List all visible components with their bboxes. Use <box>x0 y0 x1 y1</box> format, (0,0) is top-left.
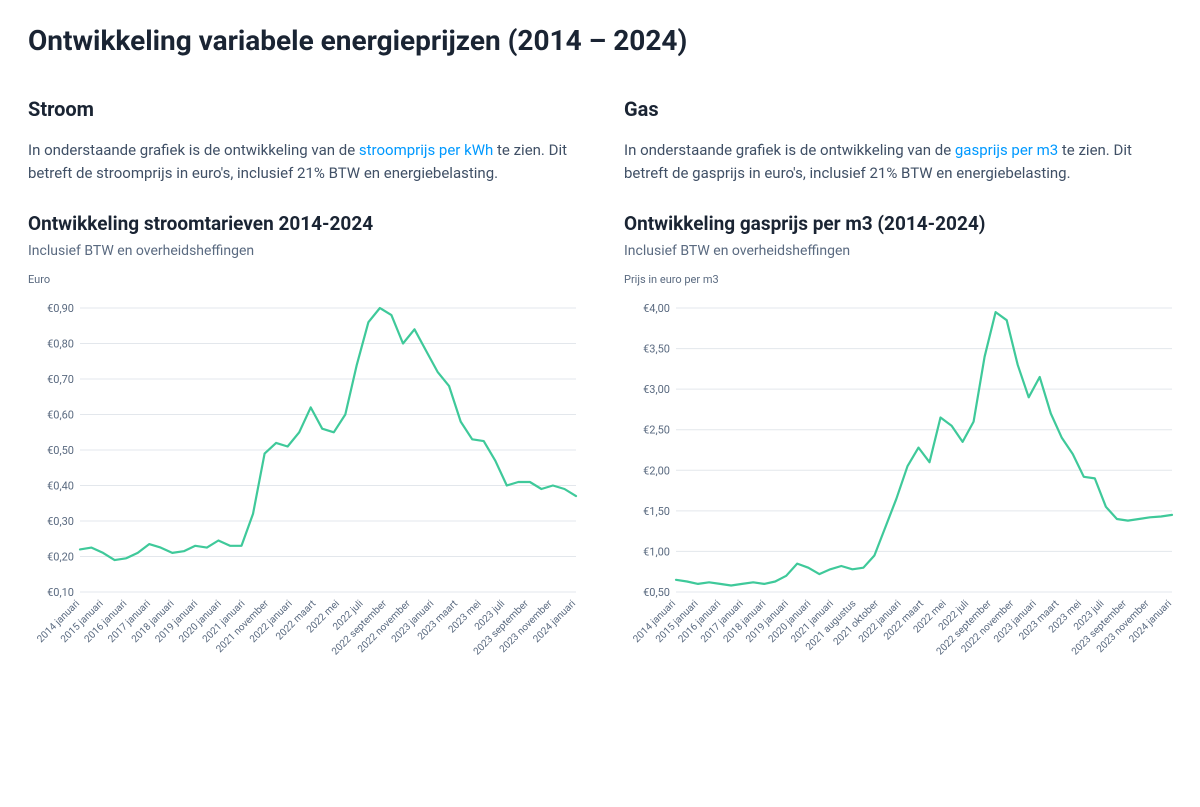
stroom-section-title: Stroom <box>28 97 576 121</box>
svg-text:€0,60: €0,60 <box>47 409 74 422</box>
stroom-chart-subtitle: Inclusief BTW en overheidsheffingen <box>28 243 576 259</box>
svg-text:€3,00: €3,00 <box>643 383 670 396</box>
svg-text:€3,50: €3,50 <box>643 343 670 356</box>
svg-text:€2,00: €2,00 <box>643 464 670 477</box>
stroom-lead: In onderstaande grafiek is de ontwikkeli… <box>28 139 576 184</box>
stroom-axis-caption: Euro <box>28 273 576 286</box>
stroom-chart-title: Ontwikkeling stroomtarieven 2014-2024 <box>28 212 576 235</box>
svg-text:€0,50: €0,50 <box>643 586 670 599</box>
svg-text:€1,50: €1,50 <box>643 505 670 518</box>
page-title: Ontwikkeling variabele energieprijzen (2… <box>28 24 1172 57</box>
svg-text:€0,40: €0,40 <box>47 480 74 493</box>
gas-chart-wrap: €0,50 €1,00 €1,50 €2,00 €2,50 €3,00 €3,50 €4,00… <box>624 292 1172 712</box>
gas-section-title: Gas <box>624 97 1172 121</box>
svg-text:€4,00: €4,00 <box>643 302 670 315</box>
stroom-chart: €0,10 €0,20 €0,30 €0,40 €0,50 €0,60 €0,70 €0,80… <box>28 292 588 712</box>
svg-text:€0,50: €0,50 <box>47 444 74 457</box>
gas-chart-title: Ontwikkeling gasprijs per m3 (2014-2024) <box>624 212 1172 235</box>
gas-lead-pre: In onderstaande grafiek is de ontwikkeli… <box>624 141 955 159</box>
gas-chart-subtitle: Inclusief BTW en overheidsheffingen <box>624 243 1172 259</box>
svg-text:€0,80: €0,80 <box>47 338 74 351</box>
stroom-lead-pre: In onderstaande grafiek is de ontwikkeli… <box>28 141 359 159</box>
svg-text:€0,90: €0,90 <box>47 302 74 315</box>
svg-text:€1,00: €1,00 <box>643 545 670 558</box>
stroom-panel: Stroom In onderstaande grafiek is de ont… <box>28 97 576 712</box>
svg-text:€0,10: €0,10 <box>47 586 74 599</box>
gas-panel: Gas In onderstaande grafiek is de ontwik… <box>624 97 1172 712</box>
svg-text:€0,70: €0,70 <box>47 373 74 386</box>
panels-row: Stroom In onderstaande grafiek is de ont… <box>28 97 1172 712</box>
svg-text:€0,20: €0,20 <box>47 551 74 564</box>
stroom-price-link[interactable]: stroomprijs per kWh <box>359 141 493 159</box>
svg-text:€2,50: €2,50 <box>643 424 670 437</box>
svg-text:€0,30: €0,30 <box>47 515 74 528</box>
stroom-chart-wrap: €0,10 €0,20 €0,30 €0,40 €0,50 €0,60 €0,70 €0,80… <box>28 292 576 712</box>
gas-price-link[interactable]: gasprijs per m3 <box>955 141 1058 159</box>
gas-axis-caption: Prijs in euro per m3 <box>624 273 1172 286</box>
gas-lead: In onderstaande grafiek is de ontwikkeli… <box>624 139 1172 184</box>
gas-chart: €0,50 €1,00 €1,50 €2,00 €2,50 €3,00 €3,50 €4,00… <box>624 292 1184 712</box>
